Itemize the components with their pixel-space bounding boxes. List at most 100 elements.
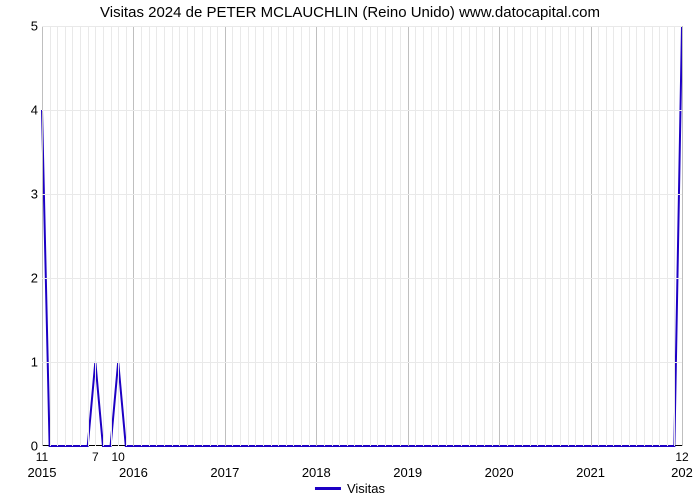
grid-vline-minor bbox=[118, 26, 119, 446]
grid-vline-minor bbox=[507, 26, 508, 446]
grid-vline-minor bbox=[324, 26, 325, 446]
grid-vline-minor bbox=[263, 26, 264, 446]
x-tick-label: 2021 bbox=[576, 465, 605, 480]
data-annotation: 12 bbox=[675, 450, 688, 464]
grid-vline-minor bbox=[240, 26, 241, 446]
grid-vline-minor bbox=[552, 26, 553, 446]
grid-vline-minor bbox=[179, 26, 180, 446]
grid-vline-minor bbox=[164, 26, 165, 446]
grid-vline-minor bbox=[248, 26, 249, 446]
chart-container: Visitas 2024 de PETER MCLAUCHLIN (Reino … bbox=[0, 0, 700, 500]
grid-vline-minor bbox=[194, 26, 195, 446]
grid-vline-minor bbox=[453, 26, 454, 446]
grid-vline-minor bbox=[636, 26, 637, 446]
grid-vline-minor bbox=[583, 26, 584, 446]
grid-vline-minor bbox=[301, 26, 302, 446]
grid-hline bbox=[42, 26, 682, 27]
grid-vline-minor bbox=[423, 26, 424, 446]
grid-vline-minor bbox=[141, 26, 142, 446]
grid-vline-minor bbox=[202, 26, 203, 446]
grid-vline-minor bbox=[309, 26, 310, 446]
grid-vline-minor bbox=[293, 26, 294, 446]
y-tick-label: 1 bbox=[18, 355, 38, 370]
grid-vline-minor bbox=[545, 26, 546, 446]
x-tick-label: 2019 bbox=[393, 465, 422, 480]
grid-vline-minor bbox=[126, 26, 127, 446]
grid-vline-minor bbox=[598, 26, 599, 446]
grid-vline-minor bbox=[476, 26, 477, 446]
data-annotation: 10 bbox=[112, 450, 125, 464]
grid-vline-minor bbox=[65, 26, 66, 446]
grid-vline-minor bbox=[88, 26, 89, 446]
grid-vline-minor bbox=[560, 26, 561, 446]
grid-vline-minor bbox=[385, 26, 386, 446]
legend-swatch bbox=[315, 487, 341, 490]
grid-vline-minor bbox=[446, 26, 447, 446]
x-tick-label: 2017 bbox=[210, 465, 239, 480]
grid-vline-minor bbox=[50, 26, 51, 446]
grid-vline-minor bbox=[431, 26, 432, 446]
grid-vline-minor bbox=[149, 26, 150, 446]
grid-vline-minor bbox=[172, 26, 173, 446]
grid-vline-major bbox=[42, 26, 43, 446]
grid-hline bbox=[42, 194, 682, 195]
x-tick-label: 2016 bbox=[119, 465, 148, 480]
grid-vline-minor bbox=[271, 26, 272, 446]
grid-vline-major bbox=[133, 26, 134, 446]
grid-vline-minor bbox=[652, 26, 653, 446]
grid-vline-minor bbox=[286, 26, 287, 446]
grid-vline-minor bbox=[537, 26, 538, 446]
grid-vline-minor bbox=[278, 26, 279, 446]
y-tick-label: 4 bbox=[18, 103, 38, 118]
grid-vline-major bbox=[316, 26, 317, 446]
y-tick-label: 2 bbox=[18, 271, 38, 286]
grid-vline-minor bbox=[255, 26, 256, 446]
grid-vline-minor bbox=[217, 26, 218, 446]
grid-vline-minor bbox=[644, 26, 645, 446]
grid-vline-minor bbox=[621, 26, 622, 446]
data-annotation: 11 bbox=[36, 450, 48, 464]
grid-vline-minor bbox=[492, 26, 493, 446]
plot-area: 2015201620172018201920202021202012345117… bbox=[42, 26, 682, 446]
grid-vline-minor bbox=[347, 26, 348, 446]
grid-vline-minor bbox=[187, 26, 188, 446]
grid-hline bbox=[42, 362, 682, 363]
grid-vline-minor bbox=[210, 26, 211, 446]
y-tick-label: 5 bbox=[18, 19, 38, 34]
grid-vline-minor bbox=[469, 26, 470, 446]
grid-vline-minor bbox=[415, 26, 416, 446]
grid-vline-major bbox=[225, 26, 226, 446]
chart-title: Visitas 2024 de PETER MCLAUCHLIN (Reino … bbox=[0, 4, 700, 21]
x-tick-label: 202 bbox=[671, 465, 693, 480]
grid-vline-minor bbox=[575, 26, 576, 446]
grid-vline-minor bbox=[339, 26, 340, 446]
x-tick-label: 2018 bbox=[302, 465, 331, 480]
grid-vline-minor bbox=[95, 26, 96, 446]
grid-hline bbox=[42, 278, 682, 279]
grid-vline-major bbox=[408, 26, 409, 446]
grid-vline-minor bbox=[674, 26, 675, 446]
grid-vline-major bbox=[682, 26, 683, 446]
grid-vline-minor bbox=[332, 26, 333, 446]
grid-vline-minor bbox=[606, 26, 607, 446]
grid-vline-minor bbox=[400, 26, 401, 446]
grid-vline-minor bbox=[530, 26, 531, 446]
grid-vline-minor bbox=[111, 26, 112, 446]
legend-label: Visitas bbox=[347, 481, 385, 496]
grid-vline-minor bbox=[438, 26, 439, 446]
grid-vline-minor bbox=[667, 26, 668, 446]
grid-vline-minor bbox=[514, 26, 515, 446]
legend: Visitas bbox=[315, 481, 385, 496]
grid-vline-minor bbox=[377, 26, 378, 446]
grid-vline-minor bbox=[232, 26, 233, 446]
grid-vline-minor bbox=[484, 26, 485, 446]
grid-vline-minor bbox=[659, 26, 660, 446]
grid-vline-minor bbox=[156, 26, 157, 446]
data-annotation: 7 bbox=[92, 450, 99, 464]
grid-vline-minor bbox=[103, 26, 104, 446]
grid-vline-minor bbox=[80, 26, 81, 446]
y-tick-label: 3 bbox=[18, 187, 38, 202]
grid-vline-minor bbox=[461, 26, 462, 446]
x-tick-label: 2020 bbox=[485, 465, 514, 480]
grid-vline-minor bbox=[522, 26, 523, 446]
